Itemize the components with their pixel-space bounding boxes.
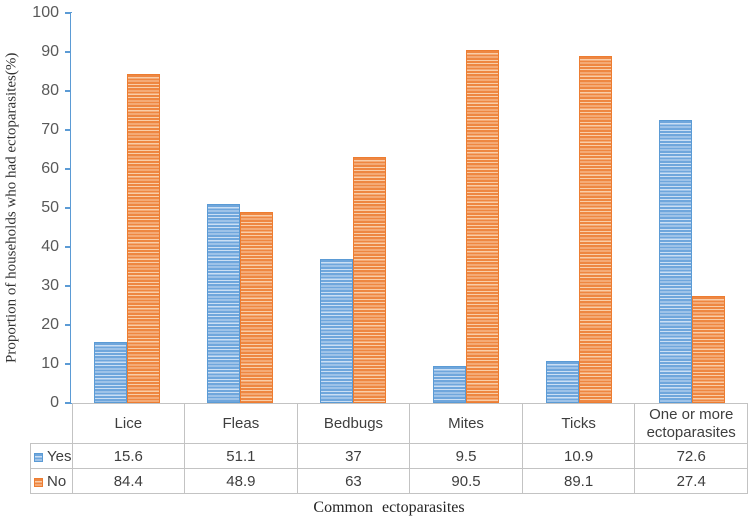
value-cell-no-bedbugs: 63 <box>296 468 411 494</box>
value-cell-yes-lice: 15.6 <box>71 443 186 469</box>
bar-no-one-or-more-ectoparasites <box>691 296 725 403</box>
y-axis: 0 10 20 30 40 50 60 70 80 90 100 <box>0 4 72 411</box>
legend-label-yes: Yes <box>47 447 72 465</box>
y-tick-mark <box>65 324 71 326</box>
data-table: Lice Fleas Bedbugs Mites Ticks One or more ec… <box>30 403 748 494</box>
bar-yes-fleas <box>207 203 241 403</box>
value-cell-no-mites: 90.5 <box>409 468 523 494</box>
legend-key-yes: Yes <box>30 443 73 469</box>
plot-area <box>71 13 748 403</box>
y-tick-label: 90 <box>41 43 59 60</box>
value-cell-yes-fleas: 51.1 <box>184 443 298 469</box>
category-header-lice: Lice <box>71 403 186 444</box>
value-cell-yes-ticks: 10.9 <box>521 443 636 469</box>
value-cell-yes-mites: 9.5 <box>409 443 523 469</box>
table-corner-blank <box>31 404 73 444</box>
category-header-mites: Mites <box>409 403 523 444</box>
y-tick-mark <box>65 90 71 92</box>
bar-yes-mites <box>432 365 466 403</box>
bar-yes-ticks <box>545 360 579 403</box>
legend-label-no: No <box>47 472 67 490</box>
table-row-yes: Yes 15.6 51.1 37 9.5 10.9 72.6 <box>30 443 748 469</box>
y-tick-mark <box>65 285 71 287</box>
value-cell-no-ticks: 89.1 <box>521 468 636 494</box>
value-cell-no-one-or-more-ectoparasites: 27.4 <box>634 468 748 494</box>
y-tick-mark <box>65 51 71 53</box>
y-tick-label: 20 <box>41 316 59 333</box>
y-tick-label: 50 <box>41 199 59 216</box>
bar-no-mites <box>465 50 499 403</box>
bar-yes-bedbugs <box>320 258 354 403</box>
y-tick-label: 40 <box>41 238 59 255</box>
category-header-one-or-more-ectoparasites: One or more ectoparasites <box>634 403 748 444</box>
bar-no-bedbugs <box>353 157 387 403</box>
y-tick-mark <box>65 363 71 365</box>
category-header-ticks: Ticks <box>521 403 636 444</box>
y-tick-mark <box>65 129 71 131</box>
category-header-bedbugs: Bedbugs <box>296 403 411 444</box>
legend-swatch-yes <box>34 452 43 462</box>
y-tick-mark <box>65 402 71 404</box>
bar-no-ticks <box>578 55 612 403</box>
y-tick-label: 70 <box>41 121 59 138</box>
bar-yes-one-or-more-ectoparasites <box>658 119 692 403</box>
y-tick-label: 100 <box>32 4 59 21</box>
x-axis-title: Common ectoparasites <box>313 499 465 516</box>
bar-yes-lice <box>94 342 128 403</box>
value-cell-yes-bedbugs: 37 <box>296 443 411 469</box>
table-row-no: No 84.4 48.9 63 90.5 89.1 27.4 <box>30 468 748 494</box>
y-tick-label: 10 <box>41 355 59 372</box>
value-cell-yes-one-or-more-ectoparasites: 72.6 <box>634 443 748 469</box>
value-cell-no-fleas: 48.9 <box>184 468 298 494</box>
y-tick-mark <box>65 12 71 14</box>
y-tick-mark <box>65 207 71 209</box>
y-tick-label: 30 <box>41 277 59 294</box>
legend-key-no: No <box>30 468 73 494</box>
category-header-fleas: Fleas <box>184 403 298 444</box>
bar-no-fleas <box>240 212 274 403</box>
y-tick-label: 60 <box>41 160 59 177</box>
y-tick-label: 80 <box>41 82 59 99</box>
bar-no-lice <box>127 73 161 403</box>
y-tick-mark <box>65 168 71 170</box>
legend-swatch-no <box>34 477 43 487</box>
value-cell-no-lice: 84.4 <box>71 468 186 494</box>
y-tick-label: 0 <box>50 394 59 411</box>
y-tick-mark <box>65 246 71 248</box>
